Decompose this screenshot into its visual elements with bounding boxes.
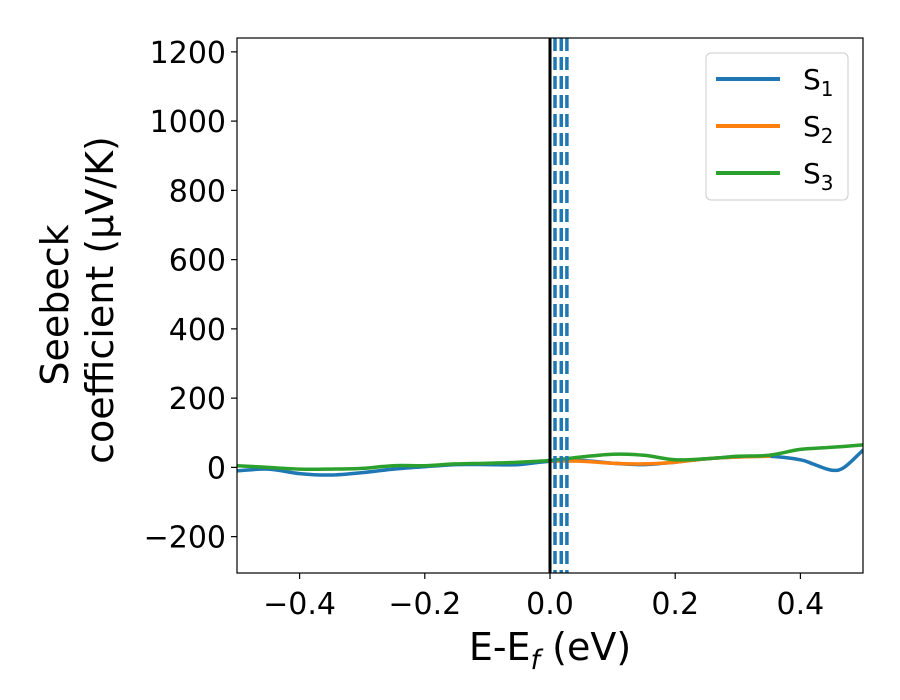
legend-label-s2: S2 — [803, 110, 834, 148]
y-tick-label: 200 — [169, 382, 226, 417]
legend-label-s3: S3 — [803, 157, 834, 195]
y-axis-label-line2: coefficient (μV/K) — [78, 136, 122, 464]
legend: S1 S2 S3 — [705, 52, 849, 201]
x-tick-label: 0.4 — [777, 587, 825, 622]
y-tick-label: 1000 — [150, 105, 226, 140]
plot-area — [237, 38, 863, 573]
legend-label-s1: S1 — [803, 63, 834, 101]
y-tick-label: 800 — [169, 174, 226, 209]
x-tick-label: 0.0 — [526, 587, 574, 622]
y-axis-label-line1: Seebeck — [33, 224, 77, 385]
y-axis-ticks: −200 0 200 400 600 800 1000 1200 — [144, 36, 237, 556]
y-tick-label: −200 — [144, 521, 226, 556]
x-axis-ticks: −0.4 −0.2 0.0 0.2 0.4 — [263, 573, 824, 622]
x-tick-label: −0.2 — [388, 587, 461, 622]
y-tick-label: 1200 — [150, 36, 226, 71]
x-axis-label: E-Ef (eV) — [469, 625, 631, 676]
x-tick-label: 0.2 — [651, 587, 699, 622]
y-tick-label: 400 — [169, 313, 226, 348]
x-tick-label: −0.4 — [263, 587, 336, 622]
y-tick-label: 600 — [169, 244, 226, 279]
y-tick-label: 0 — [207, 451, 226, 486]
